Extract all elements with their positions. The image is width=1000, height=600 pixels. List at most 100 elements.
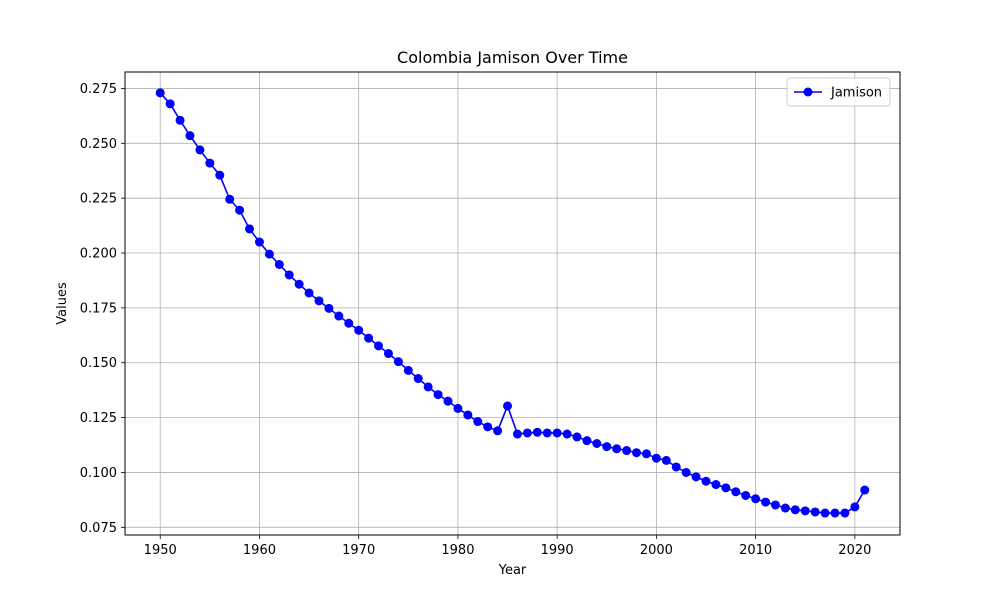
axes: 1950 1960 1970 1980 1990 2000 2010 2020 0.075 0.1… <box>80 82 872 558</box>
data-point <box>780 503 790 513</box>
data-point <box>463 410 473 420</box>
data-point <box>751 494 761 504</box>
plot-area-frame <box>124 71 901 536</box>
y-tick-label: 0.175 <box>80 301 117 316</box>
data-point <box>522 428 532 438</box>
x-tick-label: 1950 <box>144 543 177 558</box>
data-point <box>393 357 403 367</box>
data-point <box>215 170 225 180</box>
data-point <box>681 467 691 477</box>
x-tick-label: 1990 <box>541 543 574 558</box>
legend: Jamison <box>786 77 891 107</box>
data-point <box>264 249 274 259</box>
data-point <box>185 131 195 141</box>
data-point <box>354 325 364 335</box>
data-point <box>403 365 413 375</box>
data-point <box>651 453 661 463</box>
data-point <box>572 432 582 442</box>
data-point <box>860 485 870 495</box>
data-point <box>512 429 522 439</box>
data-point <box>304 288 314 298</box>
y-tick-label: 0.100 <box>80 466 117 481</box>
data-point <box>612 444 622 454</box>
data-point <box>671 462 681 472</box>
data-point <box>314 296 324 306</box>
grid <box>125 72 900 535</box>
data-point <box>582 436 592 446</box>
y-tick-label: 0.150 <box>80 356 117 371</box>
x-tick-label: 1980 <box>441 543 474 558</box>
data-point <box>423 382 433 392</box>
x-tick-label: 1970 <box>342 543 375 558</box>
y-tick-label: 0.200 <box>80 247 117 262</box>
legend-box <box>786 77 891 107</box>
data-point <box>820 508 830 518</box>
data-point <box>790 505 800 515</box>
data-point <box>632 448 642 458</box>
data-point <box>235 205 245 215</box>
data-point <box>473 417 483 427</box>
y-tick-label: 0.075 <box>80 521 117 536</box>
data-point <box>701 476 711 486</box>
y-tick-label: 0.250 <box>80 137 117 152</box>
data-point <box>483 422 493 432</box>
data-point <box>622 446 632 456</box>
data-point <box>175 115 185 125</box>
data-point <box>542 428 552 438</box>
data-point <box>364 333 374 343</box>
data-point <box>840 508 850 518</box>
legend-marker-swatch <box>803 87 813 97</box>
data-point <box>532 427 542 437</box>
data-point <box>165 99 175 109</box>
data-point <box>691 472 701 482</box>
data-point <box>552 428 562 438</box>
x-tick-label: 2000 <box>640 543 673 558</box>
data-point <box>324 303 334 313</box>
data-point <box>245 224 255 234</box>
data-point <box>433 390 443 400</box>
data-point <box>810 507 820 517</box>
data-point <box>661 455 671 465</box>
data-point <box>284 270 294 280</box>
data-point <box>274 259 284 269</box>
y-tick-label: 0.225 <box>80 192 117 207</box>
data-point <box>374 341 384 351</box>
data-point <box>225 194 235 204</box>
data-point <box>602 442 612 452</box>
data-point <box>383 349 393 359</box>
x-axis-title: Year <box>498 563 527 578</box>
data-point <box>711 480 721 490</box>
y-tick-label: 0.275 <box>80 82 117 97</box>
data-point <box>294 279 304 289</box>
data-point <box>493 426 503 436</box>
data-point <box>344 318 354 328</box>
data-point <box>770 500 780 510</box>
data-point <box>334 311 344 321</box>
data-point <box>800 506 810 516</box>
data-point <box>592 438 602 448</box>
data-point <box>850 502 860 512</box>
data-point <box>254 237 264 247</box>
series-layer <box>155 88 870 518</box>
x-tick-label: 2010 <box>739 543 772 558</box>
data-point <box>731 487 741 497</box>
y-tick-label: 0.125 <box>80 411 117 426</box>
data-point <box>761 497 771 507</box>
legend-label: Jamison <box>830 86 882 101</box>
data-point <box>741 491 751 501</box>
x-tick-label: 2020 <box>838 543 871 558</box>
data-point <box>503 401 513 411</box>
data-point <box>721 483 731 493</box>
data-point <box>195 145 205 155</box>
data-point <box>830 508 840 518</box>
data-point <box>413 374 423 384</box>
data-point <box>155 88 165 98</box>
x-tick-label: 1960 <box>243 543 276 558</box>
data-point <box>205 158 215 168</box>
y-axis-title: Values <box>55 282 70 325</box>
chart-title: Colombia Jamison Over Time <box>397 48 628 67</box>
data-point <box>443 396 453 406</box>
data-point <box>562 429 572 439</box>
data-point <box>641 449 651 459</box>
